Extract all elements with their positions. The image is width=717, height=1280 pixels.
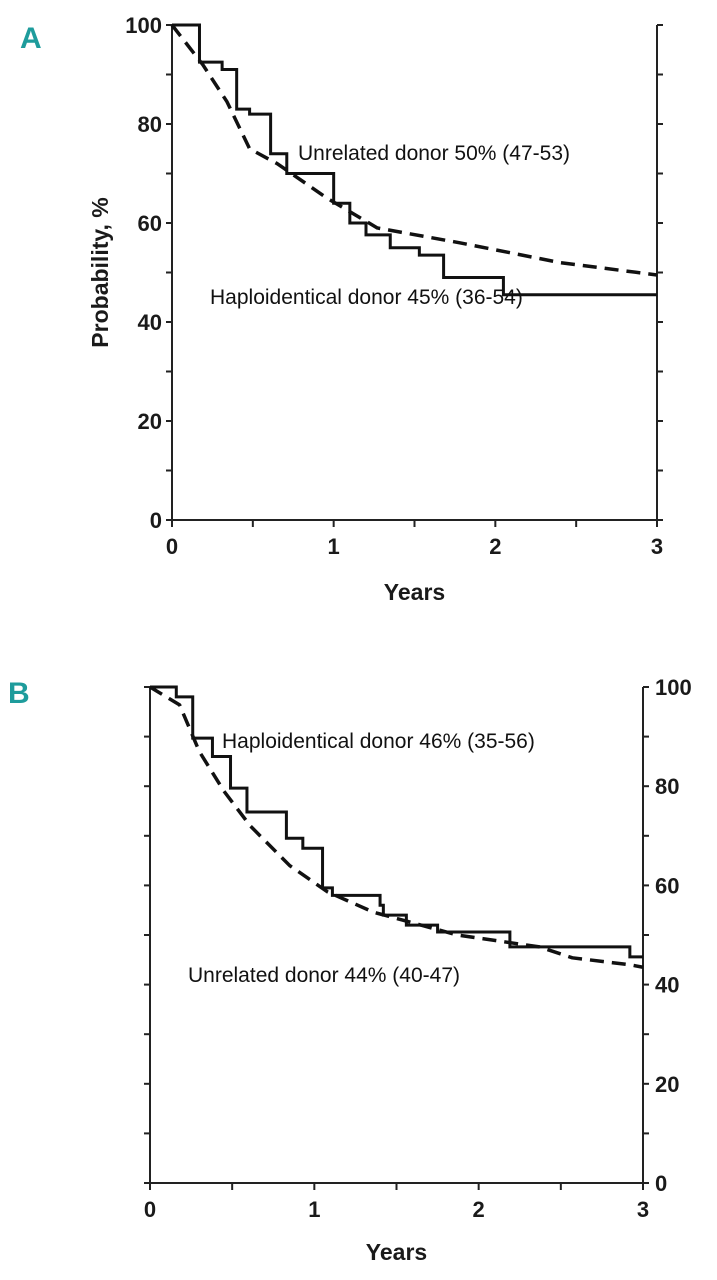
panel-a-ytick-label: 60 <box>138 211 162 236</box>
panel-a-xtick-label: 2 <box>489 534 501 559</box>
panel-b-annotation-unrelated: Unrelated donor 44% (40-47) <box>188 964 460 987</box>
panel-b-ytick-label: 80 <box>655 774 679 799</box>
panel-a-x-axis-title: Years <box>384 579 445 605</box>
panel-b-ytick-label: 100 <box>655 675 692 700</box>
panel-a-annotation-haploidentical: Haploidentical donor 45% (36-54) <box>210 286 523 309</box>
panel-b-ytick-label: 0 <box>655 1171 667 1196</box>
panel-a-label: A <box>20 22 42 55</box>
panel-a-ytick-label: 0 <box>150 508 162 533</box>
panel-b-unrelated-curve <box>149 685 644 969</box>
panel-b-haploidentical-curve <box>150 685 643 959</box>
panel-b-ytick-label: 60 <box>655 873 679 898</box>
panel-b-label: B <box>8 677 30 710</box>
panel-a-xtick-label: 3 <box>651 534 663 559</box>
panel-a-y-axis-title: Probability, % <box>87 197 113 347</box>
panel-a-ytick-label: 80 <box>138 112 162 137</box>
panel-a-annotation-unrelated: Unrelated donor 50% (47-53) <box>298 142 570 165</box>
panel-b-xtick-label: 2 <box>473 1197 485 1222</box>
panel-a-ytick-label: 40 <box>138 310 162 335</box>
panel-b-x-axis-title: Years <box>366 1239 427 1265</box>
panel-a-xtick-label: 0 <box>166 534 178 559</box>
panel-a-ytick-label: 100 <box>125 13 162 38</box>
panel-a-xtick-label: 1 <box>328 534 340 559</box>
panel-a-unrelated-curve <box>170 23 658 277</box>
panel-a-ytick-label: 20 <box>138 409 162 434</box>
panel-b-xtick-label: 0 <box>144 1197 156 1222</box>
panel-b-ytick-label: 40 <box>655 973 679 998</box>
panel-b-annotation-haploidentical: Haploidentical donor 46% (35-56) <box>222 730 535 753</box>
panel-b-ytick-label: 20 <box>655 1072 679 1097</box>
panel-b-xtick-label: 3 <box>637 1197 649 1222</box>
panel-b-xtick-label: 1 <box>308 1197 320 1222</box>
